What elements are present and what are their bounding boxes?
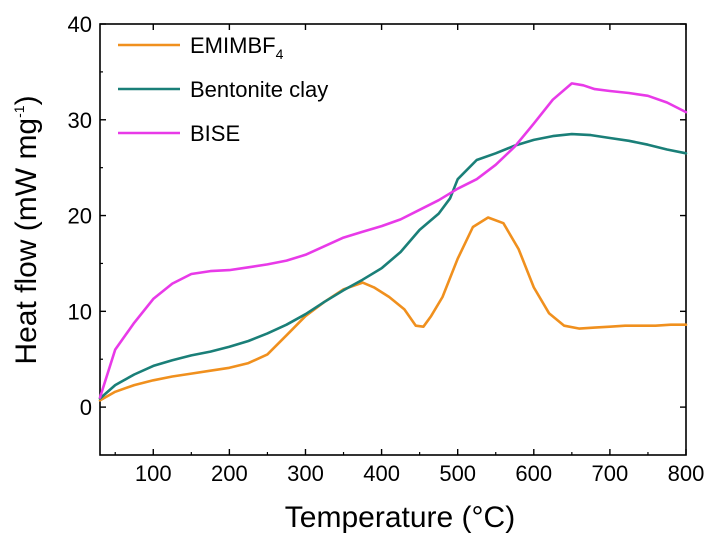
series-line-1 — [98, 132, 688, 400]
legend-label-1: Bentonite clay — [190, 77, 328, 102]
legend-label-2: BISE — [190, 121, 240, 146]
legend: EMIMBF4 Bentonite clay BISE — [118, 33, 328, 146]
x-tick-label: 600 — [515, 461, 552, 486]
y-tick-label: 40 — [68, 12, 92, 37]
plot-border — [99, 23, 687, 456]
x-tick-label: 100 — [135, 461, 172, 486]
y-tick-label: 10 — [68, 299, 92, 324]
x-tick-label: 400 — [363, 461, 400, 486]
plot-frame — [99, 23, 687, 456]
x-tick-label: 200 — [211, 461, 248, 486]
legend-label-0: EMIMBF4 — [190, 33, 284, 62]
x-tick-label: 300 — [287, 461, 324, 486]
x-tick-label: 500 — [439, 461, 476, 486]
x-tick-label: 700 — [592, 461, 629, 486]
y-tick-label: 30 — [68, 108, 92, 133]
series-layer — [98, 82, 688, 402]
x-tick-label: 800 — [668, 461, 705, 486]
y-axis-title: Heat flow (mW mg-1) — [10, 95, 43, 364]
series-line-2 — [98, 82, 688, 399]
ticks-layer: 100 200 300 400 500 600 700 800 0 10 20 30 40 — [68, 12, 705, 486]
series-line-0 — [98, 216, 688, 402]
y-tick-label: 20 — [68, 204, 92, 229]
y-tick-label: 0 — [80, 395, 92, 420]
x-axis-title: Temperature (°C) — [285, 501, 515, 533]
